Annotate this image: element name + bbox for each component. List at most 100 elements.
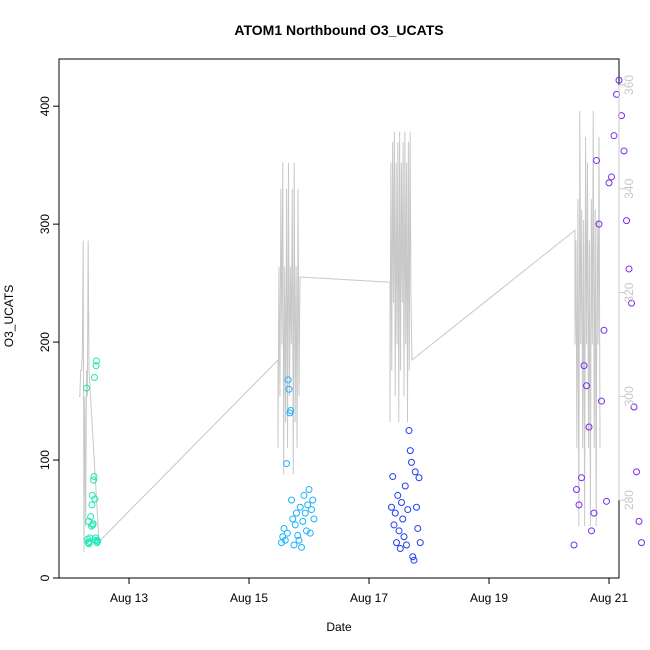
y-tick-label: 100	[38, 450, 52, 470]
data-point	[94, 537, 102, 545]
data-point	[283, 460, 290, 468]
data-point	[391, 509, 399, 517]
data-point	[395, 527, 403, 535]
data-point	[93, 357, 100, 365]
data-point	[605, 179, 613, 187]
data-point	[608, 173, 615, 181]
data-point	[300, 491, 308, 499]
data-point	[388, 503, 395, 511]
right-tick-label: 280	[622, 490, 636, 510]
data-point	[91, 495, 99, 503]
data-point	[401, 482, 409, 490]
data-point	[400, 533, 408, 541]
data-point	[633, 468, 640, 476]
data-point	[396, 545, 404, 553]
data-point	[635, 517, 643, 525]
data-point	[580, 362, 588, 370]
data-point	[598, 397, 605, 405]
right-tick-label: 340	[622, 178, 636, 198]
data-point	[628, 299, 635, 307]
data-point	[588, 527, 595, 535]
data-point	[291, 521, 299, 529]
data-point	[404, 506, 412, 514]
data-point	[403, 541, 410, 549]
axis-layer: 0 100 200 300 400 Aug 13 Aug 15 Aug 17 Aug 19 Aug…	[38, 75, 636, 605]
data-point	[283, 529, 291, 537]
data-point	[623, 217, 630, 225]
data-point	[406, 447, 414, 455]
data-point	[310, 515, 318, 523]
data-point	[390, 521, 398, 529]
data-point	[593, 156, 600, 164]
x-tick-label: Aug 13	[110, 591, 148, 605]
data-point	[414, 524, 422, 532]
x-tick-label: Aug 17	[350, 591, 388, 605]
data-point	[308, 506, 315, 514]
data-point	[296, 503, 304, 511]
y-tick-label: 400	[38, 96, 52, 116]
trace-layer	[79, 110, 601, 553]
data-point	[590, 509, 598, 517]
data-point	[298, 543, 305, 551]
data-point	[408, 458, 415, 466]
x-tick-label: Aug 19	[470, 591, 508, 605]
y-tick-label: 300	[38, 214, 52, 234]
data-point	[573, 486, 580, 494]
right-tick-label: 320	[622, 282, 636, 302]
data-point	[90, 476, 98, 484]
data-point	[630, 403, 638, 411]
data-point	[289, 515, 297, 523]
data-point	[84, 539, 92, 547]
data-point	[281, 536, 289, 544]
y-tick-label: 0	[38, 574, 52, 581]
data-point	[389, 473, 397, 481]
x-tick-label: Aug 15	[230, 591, 268, 605]
y-axis-label: O3_UCATS	[2, 285, 16, 347]
data-point	[305, 486, 313, 494]
data-point	[83, 384, 90, 392]
data-point	[88, 501, 96, 509]
x-axis-label: Date	[326, 620, 352, 634]
data-point	[304, 501, 312, 509]
data-point	[90, 473, 98, 481]
data-point	[575, 501, 583, 509]
data-point	[301, 509, 309, 517]
data-point	[570, 541, 578, 549]
data-point	[413, 503, 420, 511]
data-point	[293, 509, 300, 517]
plot-frame	[58, 58, 620, 579]
data-point	[303, 527, 310, 535]
data-point	[578, 474, 585, 482]
data-point	[398, 499, 405, 507]
data-point	[393, 539, 400, 547]
data-point	[92, 362, 100, 370]
data-point	[280, 524, 288, 532]
data-point	[306, 529, 314, 537]
data-point	[294, 532, 302, 540]
data-point	[583, 382, 590, 390]
chart-title: ATOM1 Northbound O3_UCATS	[234, 22, 443, 38]
data-point	[603, 497, 610, 505]
data-point	[595, 220, 603, 228]
data-point	[411, 468, 419, 476]
data-point	[600, 326, 608, 334]
data-point	[288, 496, 295, 504]
data-point	[394, 491, 402, 499]
data-point	[405, 427, 413, 435]
data-point	[309, 496, 317, 504]
data-point	[89, 520, 97, 528]
data-point	[87, 513, 95, 521]
data-point	[90, 373, 98, 381]
data-point	[410, 556, 418, 564]
data-point	[620, 147, 628, 155]
data-point	[416, 539, 424, 547]
data-point	[415, 474, 423, 482]
data-point	[299, 517, 307, 525]
data-point	[285, 385, 293, 393]
right-tick-label: 360	[622, 75, 636, 95]
data-point	[399, 515, 407, 523]
data-point	[295, 536, 303, 544]
trace-line	[79, 110, 601, 553]
data-point	[638, 539, 645, 547]
